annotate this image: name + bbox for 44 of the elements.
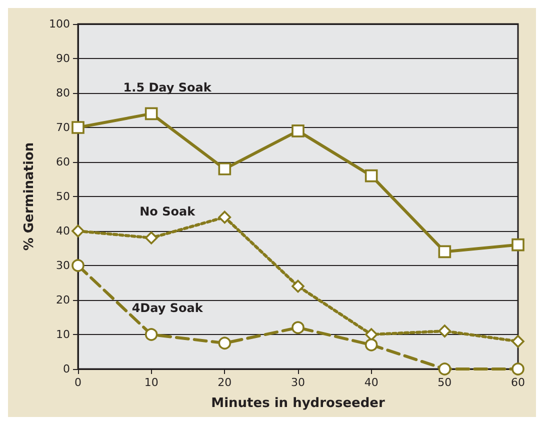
y-axis-title: % Germination [22, 142, 37, 251]
x-axis-title: Minutes in hydroseeder [211, 396, 386, 411]
point [292, 321, 304, 334]
x-tick-label: 0 [74, 376, 82, 389]
series-label: 1.5 Day Soak [123, 80, 212, 94]
point [292, 124, 304, 138]
x-tick-label: 20 [218, 376, 232, 389]
series-label: No Soak [140, 204, 196, 218]
point [438, 324, 452, 338]
point [438, 245, 452, 258]
point [364, 169, 378, 182]
y-tick-label: 10 [56, 328, 70, 341]
y-tick-label: 80 [56, 86, 70, 100]
point [218, 162, 232, 176]
point [218, 210, 232, 224]
point [364, 338, 378, 352]
point [72, 259, 84, 272]
x-tick-label: 30 [291, 376, 305, 389]
point [144, 232, 158, 244]
y-tick-label: 60 [56, 156, 70, 168]
y-tick-label: 70 [56, 121, 70, 134]
x-tick-label: 50 [438, 376, 452, 389]
series-label: 4Day Soak [132, 301, 204, 316]
y-tick-label: 30 [56, 259, 70, 272]
point [72, 224, 84, 238]
y-tick-label: 0 [63, 362, 70, 376]
point [144, 328, 158, 341]
point [512, 362, 524, 376]
y-tick-label: 90 [56, 52, 70, 65]
point [438, 362, 452, 376]
y-tick-label: 40 [56, 224, 70, 238]
point [144, 107, 158, 120]
point [72, 121, 84, 134]
point [512, 238, 524, 252]
x-tick-label: 10 [144, 376, 158, 389]
y-tick-label: 100 [49, 18, 70, 30]
x-tick-label: 60 [511, 376, 525, 389]
point [292, 280, 304, 293]
point [512, 335, 524, 348]
point [364, 328, 378, 341]
point [218, 336, 232, 350]
x-tick-label: 40 [364, 376, 378, 389]
y-tick-label: 20 [56, 294, 70, 306]
y-tick-label: 50 [56, 190, 70, 203]
